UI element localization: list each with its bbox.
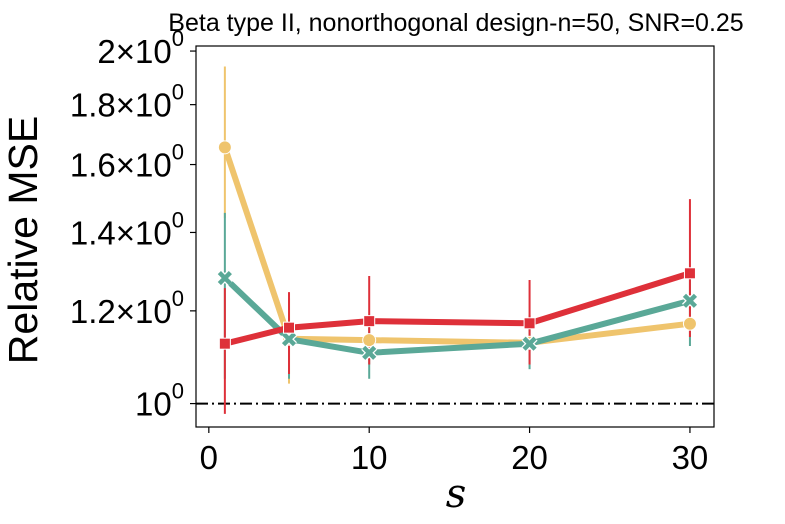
axes-layer — [195, 45, 715, 428]
series-x-point-mark — [217, 270, 232, 286]
y-tick-exponent: 0 — [172, 140, 184, 165]
y-tick-label: 2×100 — [97, 26, 184, 70]
y-tick-exponent: 0 — [172, 286, 184, 311]
series-square-point — [363, 315, 376, 328]
y-tick-exponent: 0 — [172, 207, 184, 232]
series-x-point-mark — [281, 332, 297, 347]
series-square-point — [523, 317, 536, 330]
axes-frame — [195, 45, 715, 428]
tick-layer: 0 10 20 301001.2×1001.4×1001.6×1001.8×1002×… — [70, 26, 708, 476]
plot-background — [196, 46, 714, 427]
chart-title: Beta type II, nonorthogonal design-n=50,… — [168, 9, 743, 37]
x-axis-label: s — [446, 471, 467, 517]
y-tick-exponent: 0 — [172, 80, 184, 105]
series-circle-point — [362, 333, 377, 348]
series-x-point-mark — [682, 293, 698, 308]
series-x-point — [521, 335, 538, 352]
series-x — [216, 270, 698, 361]
y-tick-label: 1.8×100 — [70, 80, 184, 124]
series-x-point — [681, 292, 698, 309]
y-tick-label: 1.2×100 — [70, 286, 184, 330]
series-x-point-mark — [522, 336, 537, 351]
series-circle-point — [217, 140, 232, 155]
plot-area — [196, 46, 714, 427]
y-tick-base: 1.2×10 — [70, 293, 172, 330]
series-x-point — [216, 270, 233, 287]
x-tick-label: 10 — [351, 439, 388, 476]
y-tick-exponent: 0 — [172, 26, 184, 51]
x-tick-label: 0 — [200, 439, 218, 476]
y-tick-base: 1.8×10 — [70, 87, 172, 124]
series-layer — [216, 66, 698, 414]
y-tick-base: 1.4×10 — [70, 214, 172, 251]
x-tick-label: 20 — [511, 439, 548, 476]
y-axis-label: Relative MSE — [0, 116, 46, 364]
y-tick-exponent: 0 — [172, 379, 184, 404]
series-square-point — [283, 321, 296, 334]
series-square-point — [683, 267, 696, 280]
series-square — [218, 267, 696, 350]
series-x-point-mark — [362, 345, 377, 360]
y-tick-base: 2×10 — [97, 33, 171, 70]
y-tick-base: 1.6×10 — [70, 147, 172, 184]
series-square-point — [218, 337, 231, 350]
y-tick-label: 100 — [135, 379, 184, 423]
series-x-point — [281, 331, 297, 348]
y-tick-label: 1.6×100 — [70, 140, 184, 184]
series-x-point — [361, 344, 378, 361]
series-circle-point — [682, 316, 697, 331]
x-tick-label: 30 — [672, 439, 709, 476]
y-tick-base: 10 — [135, 386, 172, 423]
y-tick-label: 1.4×100 — [70, 207, 184, 251]
